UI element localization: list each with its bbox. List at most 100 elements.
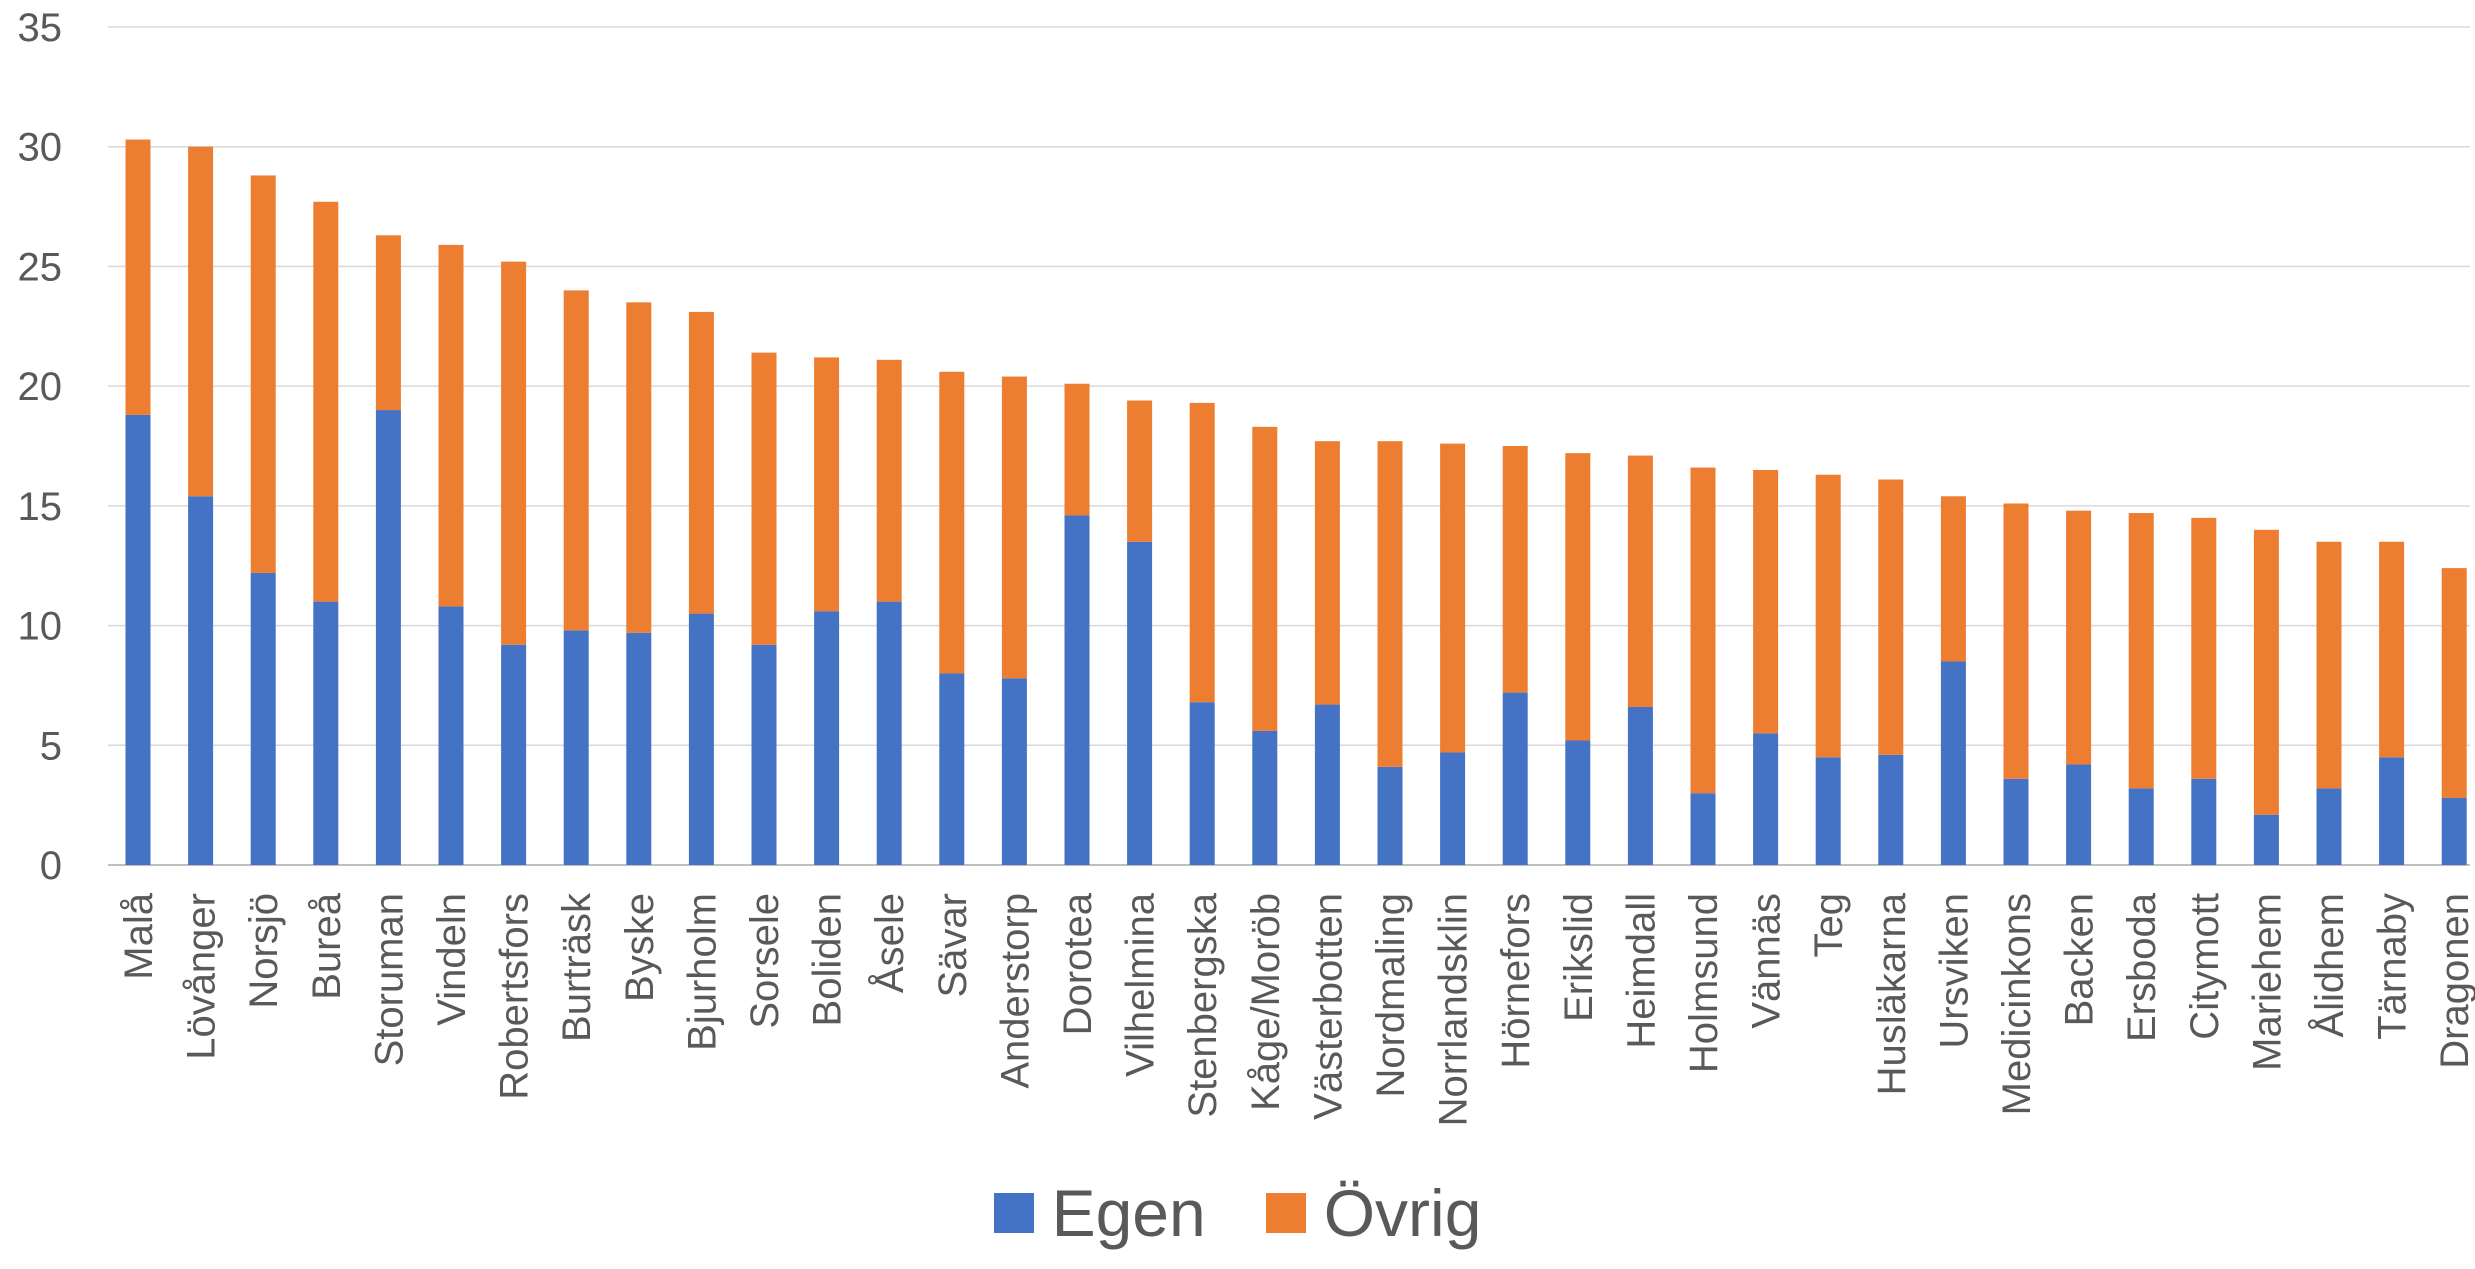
bar-ovrig — [2003, 503, 2029, 779]
x-tick-label: Hörnefors — [1494, 893, 1538, 1069]
y-axis-ticks: 0 5 10 15 20 25 30 35 — [18, 6, 63, 888]
y-tick-label: 0 — [40, 844, 62, 888]
bar-egen — [1377, 766, 1403, 865]
x-tick-label: Vindeln — [430, 893, 474, 1026]
bar-egen — [876, 601, 902, 865]
bar-ovrig — [188, 146, 214, 497]
bar-egen — [501, 644, 527, 865]
x-tick-label: Erikslid — [1557, 893, 1601, 1022]
x-axis-ticks: Malå Lövånger Norsjö Bureå Storuman Vindeln Ro… — [117, 892, 2475, 1126]
x-tick-label: Tärnaby — [2371, 893, 2415, 1040]
bar-ovrig — [2379, 541, 2405, 758]
bar-egen — [2191, 778, 2217, 865]
x-tick-label: Storuman — [367, 893, 411, 1066]
bar-ovrig — [2253, 529, 2279, 815]
legend-label-egen: Egen — [1051, 1176, 1206, 1250]
bar-egen — [1127, 541, 1153, 865]
bar-ovrig — [814, 357, 840, 612]
bar-ovrig — [1314, 441, 1340, 705]
y-tick-label: 25 — [18, 245, 63, 289]
bar-ovrig — [1565, 453, 1591, 741]
legend-swatch-ovrig — [1265, 1193, 1306, 1233]
bar-egen — [2066, 764, 2092, 865]
bar-ovrig — [1690, 467, 1716, 794]
legend-item-egen: Egen — [993, 1176, 1206, 1250]
bar-egen — [1001, 678, 1027, 865]
x-tick-label: Anderstorp — [993, 893, 1037, 1089]
x-tick-label: Ålidhem — [2307, 893, 2352, 1038]
x-tick-label: Heimdall — [1619, 893, 1663, 1049]
bar-ovrig — [2191, 517, 2217, 779]
bar-egen — [313, 601, 339, 865]
bar-egen — [563, 630, 589, 865]
bar-egen — [2379, 757, 2405, 865]
legend: Egen Övrig — [0, 1180, 2475, 1246]
bar-ovrig — [1001, 376, 1027, 679]
bar-ovrig — [751, 352, 777, 645]
bar-egen — [2441, 797, 2467, 865]
bar-ovrig — [1127, 400, 1153, 542]
bar-egen — [939, 673, 965, 865]
bar-ovrig — [2128, 513, 2154, 789]
x-tick-label: Kåge/Moröb — [1244, 893, 1288, 1111]
x-tick-label: Västerbotten — [1306, 893, 1350, 1120]
x-tick-label: Norsjö — [242, 893, 286, 1009]
bar-ovrig — [1940, 496, 1966, 662]
x-tick-label: Byske — [618, 893, 662, 1002]
bar-egen — [375, 410, 401, 865]
x-tick-label: Nordmaling — [1369, 893, 1413, 1098]
bar-ovrig — [2066, 510, 2092, 765]
y-tick-label: 35 — [18, 6, 63, 50]
x-tick-label: Vännäs — [1745, 893, 1789, 1029]
bar-egen — [1627, 706, 1653, 865]
x-tick-label: Dragonen — [2433, 893, 2475, 1069]
bar-ovrig — [1252, 426, 1278, 731]
x-tick-label: Medicinkons — [1995, 893, 2039, 1115]
x-tick-label: Ursviken — [1932, 893, 1976, 1049]
x-tick-label: Bureå — [305, 892, 349, 999]
x-tick-label: Stenbergska — [1181, 892, 1225, 1117]
legend-swatch-egen — [993, 1193, 1034, 1233]
x-tick-label: Vilhelmina — [1119, 892, 1163, 1077]
bar-egen — [125, 414, 151, 865]
bar-egen — [814, 611, 840, 865]
bar-ovrig — [438, 244, 464, 607]
bar-egen — [751, 644, 777, 865]
bar-egen — [1440, 752, 1466, 865]
bar-ovrig — [688, 311, 714, 614]
x-tick-label: Sorsele — [743, 893, 787, 1029]
bar-egen — [2253, 814, 2279, 865]
bar-egen — [1878, 754, 1904, 865]
y-tick-label: 15 — [18, 485, 63, 529]
bar-egen — [688, 613, 714, 865]
x-tick-label: Lövånger — [180, 893, 224, 1060]
y-tick-label: 30 — [18, 126, 63, 170]
bar-egen — [2003, 778, 2029, 865]
bar-egen — [438, 606, 464, 865]
bar-egen — [1753, 733, 1779, 865]
x-tick-label: Backen — [2058, 893, 2102, 1026]
bar-egen — [1064, 515, 1090, 865]
x-tick-label: Robertsfors — [493, 893, 537, 1100]
bar-ovrig — [2441, 568, 2467, 798]
bar-ovrig — [1064, 383, 1090, 516]
x-tick-label: Boliden — [806, 893, 850, 1026]
bar-ovrig — [1878, 479, 1904, 755]
x-tick-label: Norrlandsklin — [1432, 893, 1476, 1126]
bar-egen — [2128, 788, 2154, 865]
bar-ovrig — [1753, 469, 1779, 734]
y-tick-label: 20 — [18, 365, 63, 409]
bar-ovrig — [876, 359, 902, 602]
bar-layer — [125, 139, 2467, 865]
bar-ovrig — [250, 175, 276, 573]
bar-egen — [1690, 793, 1716, 865]
y-tick-label: 10 — [18, 605, 63, 649]
x-tick-label: Malå — [117, 892, 161, 979]
bar-egen — [1815, 757, 1841, 865]
x-tick-label: Holmsund — [1682, 893, 1726, 1073]
bar-egen — [1314, 704, 1340, 865]
bar-ovrig — [1815, 474, 1841, 758]
y-tick-label: 5 — [40, 724, 62, 768]
